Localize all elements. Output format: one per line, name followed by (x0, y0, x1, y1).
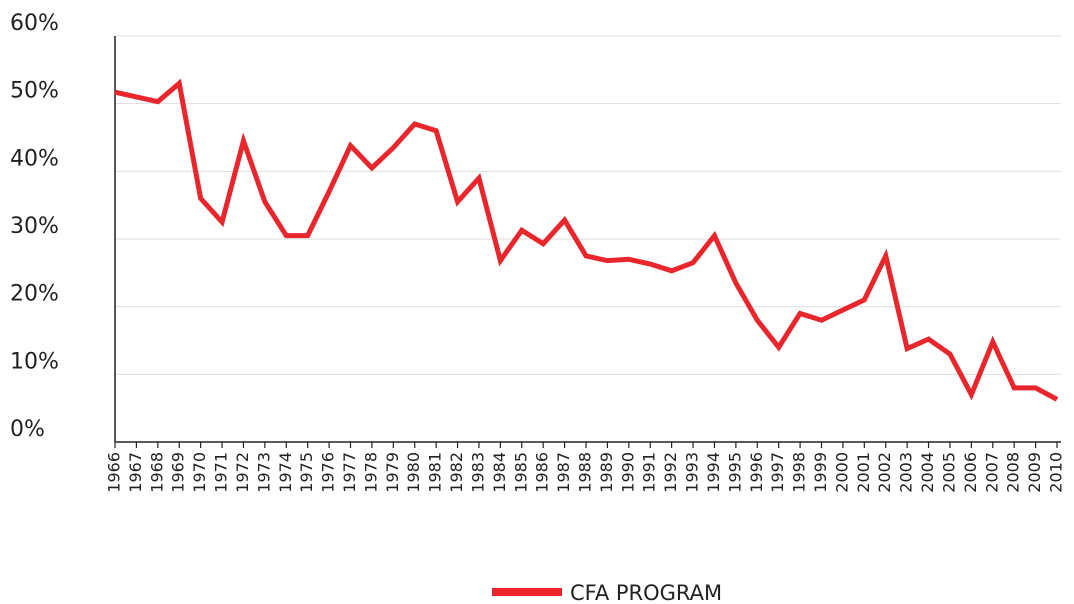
x-tick-label: 1993 (683, 452, 702, 493)
x-tick-label: 1999 (811, 452, 830, 493)
x-tick-label: 1982 (447, 452, 466, 493)
x-tick-label: 1990 (618, 452, 637, 493)
x-tick-label: 1994 (704, 452, 723, 493)
x-tick-label: 1969 (169, 452, 188, 493)
x-tick-label: 2006 (961, 452, 980, 493)
x-tick-label: 2004 (918, 452, 937, 493)
y-tick-label: 30% (10, 214, 59, 239)
x-tick-label: 1975 (297, 452, 316, 493)
x-tick-label: 1967 (126, 452, 145, 493)
y-tick-label: 40% (10, 146, 59, 171)
x-tick-label: 1978 (361, 452, 380, 493)
x-tick-label: 2007 (982, 452, 1001, 493)
x-tick-label: 1996 (747, 452, 766, 493)
x-tick-label: 2003 (897, 452, 916, 493)
x-tick-label: 1972 (233, 452, 252, 493)
x-tick-label: 2008 (1004, 452, 1023, 493)
x-tick-label: 1992 (661, 452, 680, 493)
x-tick-label: 1995 (725, 452, 744, 493)
x-tick-label: 1987 (554, 452, 573, 493)
legend-swatch (492, 588, 562, 596)
x-tick-label: 2010 (1047, 452, 1066, 493)
y-tick-label: 10% (10, 349, 59, 374)
x-tick-label: 1981 (426, 452, 445, 493)
y-tick-label: 0% (10, 417, 45, 442)
x-tick-label: 1998 (790, 452, 809, 493)
x-tick-label: 2002 (875, 452, 894, 493)
x-tick-label: 2001 (854, 452, 873, 493)
legend-label: CFA PROGRAM (570, 581, 722, 604)
x-tick-label: 1991 (640, 452, 659, 493)
x-tick-label: 1986 (533, 452, 552, 493)
x-tick-label: 1979 (383, 452, 402, 493)
y-tick-label: 50% (10, 79, 59, 104)
x-tick-label: 2005 (939, 452, 958, 493)
x-tick-label: 1974 (276, 452, 295, 493)
x-tick-label: 2009 (1025, 452, 1044, 493)
x-tick-label: 1997 (768, 452, 787, 493)
x-tick-label: 1988 (576, 452, 595, 493)
y-tick-label: 20% (10, 282, 59, 307)
x-tick-label: 1977 (340, 452, 359, 493)
x-tick-label: 1973 (254, 452, 273, 493)
x-tick-label: 1989 (597, 452, 616, 493)
x-tick-label: 1970 (190, 452, 209, 493)
x-tick-label: 1985 (511, 452, 530, 493)
x-tick-label: 1984 (490, 452, 509, 493)
data-line (114, 78, 1059, 402)
x-tick-label: 1971 (212, 452, 231, 493)
x-tick-label: 1983 (468, 452, 487, 493)
y-tick-label: 60% (10, 11, 59, 36)
x-tick-label: 1968 (147, 452, 166, 493)
x-tick-label: 1966 (105, 452, 124, 493)
x-tick-label: 1980 (404, 452, 423, 493)
x-tick-label: 2000 (832, 452, 851, 493)
x-tick-label: 1976 (319, 452, 338, 493)
